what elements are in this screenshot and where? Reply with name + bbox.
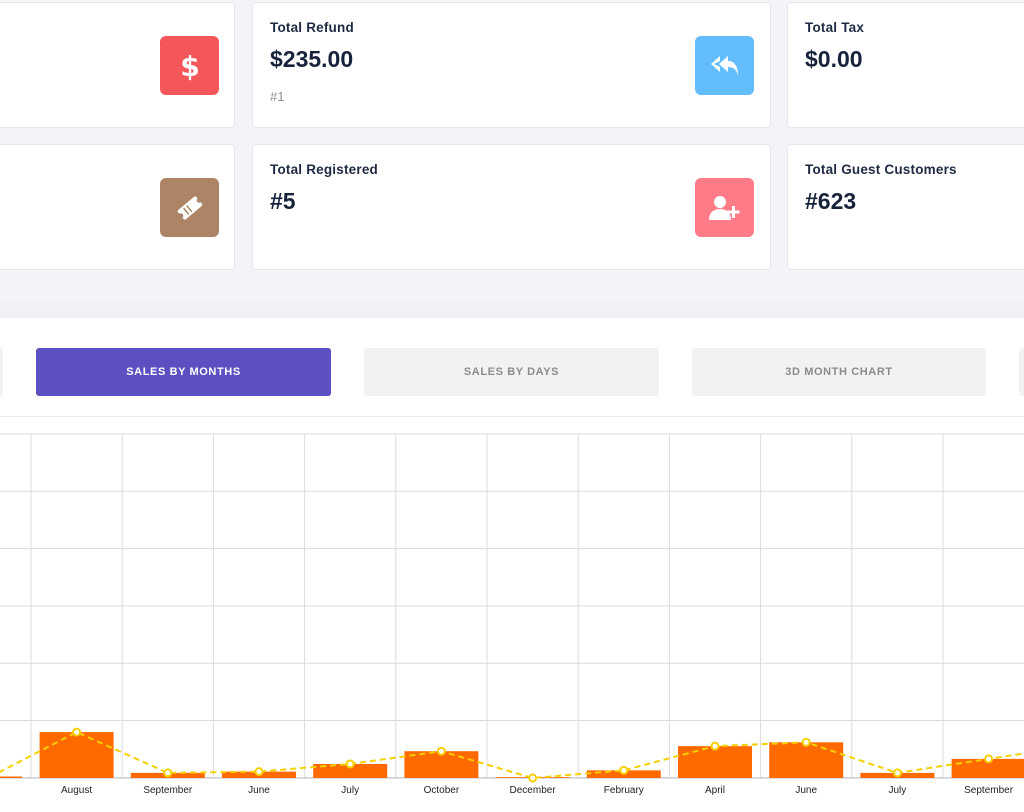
section-separator (0, 302, 1024, 318)
chart-bar (951, 758, 1024, 778)
chart-line-point (436, 746, 446, 756)
total-registered-card: Total Registered #5 (252, 144, 771, 270)
chart-line-point (345, 759, 355, 769)
tab-sales-by-months[interactable]: SALES BY MONTHS (36, 348, 331, 396)
card-title: Total Refund (270, 20, 354, 35)
chart-bar (769, 742, 844, 778)
x-tick-label: September (964, 785, 1014, 796)
card-value: $0.00 (805, 46, 863, 72)
chart-bar (39, 732, 114, 778)
chart-line-point (528, 773, 538, 783)
x-tick-label: October (424, 785, 460, 796)
total-sales-card: $ (0, 2, 235, 128)
total-guest-customers-card: Total Guest Customers #623 (787, 144, 1024, 270)
x-tick-label: July (889, 785, 907, 796)
chart-line-point (801, 737, 811, 747)
svg-text:$: $ (180, 51, 199, 81)
x-tick-label: September (143, 785, 193, 796)
total-refund-card: Total Refund $235.00 #1 (252, 2, 771, 128)
sales-chart: August September June July October December Fe… (0, 433, 1024, 796)
card-title: Total Registered (270, 162, 378, 177)
tab-3d-month-chart[interactable]: 3D MONTH CHART (692, 348, 986, 396)
card-value: #5 (270, 188, 296, 214)
chart-line-point (163, 768, 173, 778)
chart-line-point (710, 741, 720, 751)
ticket-icon (160, 178, 219, 237)
chart-line-point (984, 754, 994, 764)
x-tick-label: June (248, 785, 270, 796)
x-tick-label: April (705, 785, 725, 796)
card-title: Total Guest Customers (805, 162, 957, 177)
card-sub-count: #1 (270, 89, 285, 104)
chart-line-point (254, 767, 264, 777)
chart-line-series (0, 730, 1024, 780)
sales-chart-panel (0, 318, 1024, 812)
tab-next-partial[interactable] (1019, 348, 1024, 396)
total-coupons-card (0, 144, 235, 270)
chart-line-point (892, 768, 902, 778)
tabs-divider (0, 416, 1024, 417)
x-tick-label: December (510, 785, 557, 796)
card-value: #623 (805, 188, 857, 214)
tab-previous-partial[interactable] (0, 348, 3, 396)
x-tick-label: June (795, 785, 817, 796)
x-tick-label: August (61, 785, 92, 796)
tab-sales-by-days[interactable]: SALES BY DAYS (364, 348, 659, 396)
x-tick-label: February (604, 785, 644, 796)
user-plus-icon (695, 178, 754, 237)
card-title: Total Tax (805, 20, 865, 35)
chart-line-point (72, 727, 82, 737)
chart-bar-partial (0, 776, 22, 778)
reply-all-icon (695, 36, 754, 95)
dollar-icon: $ (160, 36, 219, 95)
total-tax-card: Total Tax $0.00 (787, 2, 1024, 128)
chart-bar (678, 746, 752, 778)
chart-bar (313, 763, 388, 778)
x-tick-label: July (341, 785, 359, 796)
chart-line-point (619, 765, 629, 775)
card-value: $235.00 (270, 46, 354, 72)
